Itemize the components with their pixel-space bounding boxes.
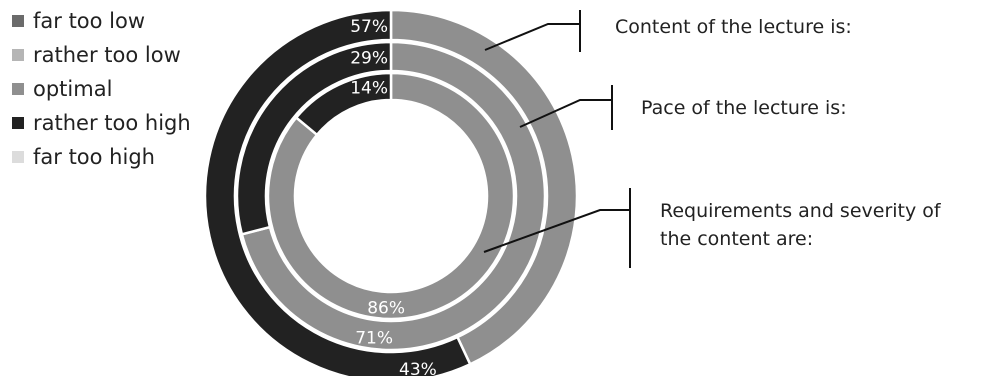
legend-item-far-too-low: far too low bbox=[12, 4, 191, 38]
legend-item-far-too-high: far too high bbox=[12, 140, 191, 174]
ring-1-segment-rather-too-high bbox=[203, 8, 472, 376]
callout-text-ring-2: Pace of the lecture is: bbox=[641, 97, 847, 119]
legend-label: optimal bbox=[33, 77, 113, 101]
legend-swatch bbox=[12, 49, 24, 61]
legend-label: far too low bbox=[33, 9, 146, 33]
callout-text-ring-1: Content of the lecture is: bbox=[615, 16, 852, 38]
legend-swatch bbox=[12, 15, 24, 27]
pct-label-ring-2-optimal: 71% bbox=[355, 329, 393, 349]
legend-swatch bbox=[12, 151, 24, 163]
pct-label-ring-1-rather-too-high: 57% bbox=[350, 17, 388, 37]
pct-label-ring-3-rather-too-high: 14% bbox=[350, 79, 388, 99]
callout-text-ring-3: the content are: bbox=[660, 228, 813, 250]
pct-label-ring-1-optimal: 43% bbox=[399, 360, 437, 376]
legend-label: rather too low bbox=[33, 43, 181, 67]
callout-leader-line bbox=[484, 23, 580, 51]
pct-label-ring-2-rather-too-high: 29% bbox=[350, 49, 388, 69]
percentage-labels: 43% 57% 71% 29% 86% 14% bbox=[350, 17, 437, 376]
ring-3-segment-rather-too-high bbox=[294, 71, 393, 137]
ring-3-segment-optimal bbox=[266, 71, 516, 321]
legend-swatch bbox=[12, 117, 24, 129]
callout-leader-line bbox=[483, 209, 630, 253]
legend-item-rather-too-low: rather too low bbox=[12, 38, 191, 72]
ring-2-segment-rather-too-high bbox=[235, 40, 393, 236]
ring-2-segment-optimal bbox=[240, 40, 547, 352]
donut-rings bbox=[203, 8, 579, 376]
chart-legend: far too low rather too low optimal rather t… bbox=[12, 4, 191, 174]
pct-label-ring-3-optimal: 86% bbox=[367, 299, 405, 319]
ring-callouts: Content of the lecture is: Pace of the le… bbox=[483, 10, 942, 268]
callout-leader-line bbox=[519, 99, 612, 128]
legend-item-rather-too-high: rather too high bbox=[12, 106, 191, 140]
legend-swatch bbox=[12, 83, 24, 95]
legend-label: rather too high bbox=[33, 111, 191, 135]
callout-text-ring-3: Requirements and severity of bbox=[660, 200, 942, 222]
legend-label: far too high bbox=[33, 145, 155, 169]
legend-item-optimal: optimal bbox=[12, 72, 191, 106]
